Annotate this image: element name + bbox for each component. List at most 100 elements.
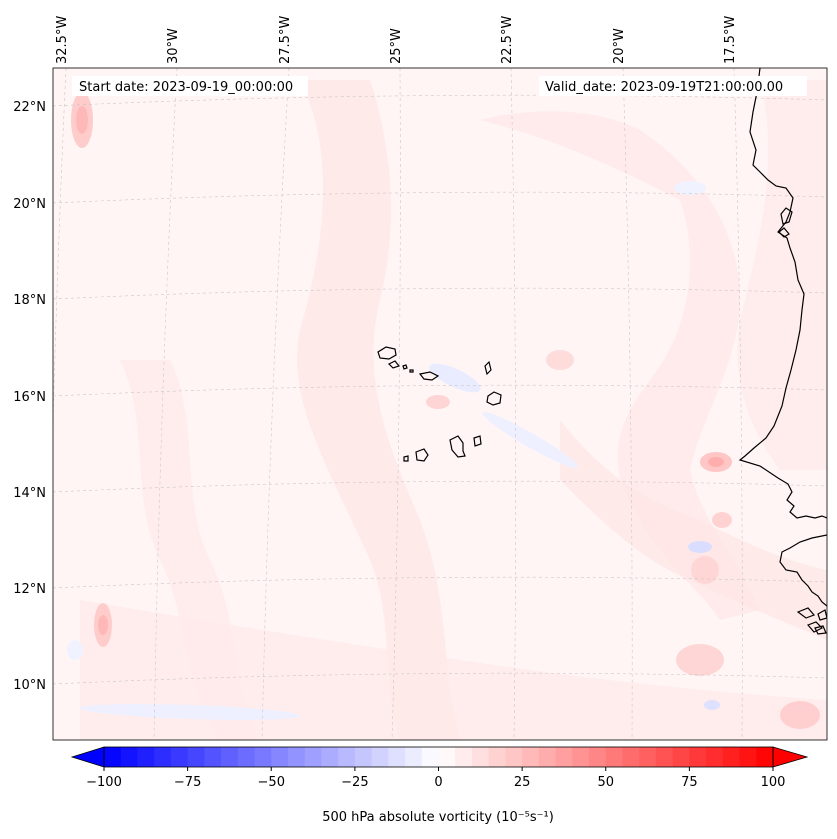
lat-label: 14°N xyxy=(13,486,46,501)
colorbar-segment xyxy=(354,747,373,767)
lat-label: 12°N xyxy=(13,582,46,597)
map-frame xyxy=(52,67,828,741)
colorbar-segment xyxy=(388,747,406,767)
lat-label: 20°N xyxy=(13,197,46,212)
parallel-line xyxy=(53,287,827,300)
colorbar-tick-label: 50 xyxy=(597,775,614,790)
colorbar-segment xyxy=(154,747,172,767)
vorticity-field-patches xyxy=(67,80,827,740)
colorbar-label: 500 hPa absolute vorticity (10⁻⁵s⁻¹) xyxy=(322,810,554,825)
colorbar-segment xyxy=(287,747,306,767)
lon-label: 20°W xyxy=(612,28,627,64)
meridian-line xyxy=(510,68,516,740)
colorbar-segment xyxy=(237,747,256,767)
colorbar-segment xyxy=(204,747,222,767)
meridian-line xyxy=(53,68,67,434)
colorbar-segment xyxy=(471,747,490,767)
latitude-labels: 22°N 20°N 18°N 16°N 14°N 12°N 10°N xyxy=(13,100,46,693)
parallel-line xyxy=(53,384,827,397)
cape-verde-island xyxy=(409,369,414,373)
lat-label: 18°N xyxy=(13,293,46,308)
colorbar-extend-high xyxy=(772,746,809,768)
colorbar-tick-label: −100 xyxy=(86,775,122,790)
cape-verde-island xyxy=(377,346,397,360)
vorticity-cell xyxy=(676,644,724,676)
vorticity-cell xyxy=(76,106,88,134)
lat-label: 16°N xyxy=(13,390,46,405)
colorbar-segment xyxy=(538,747,557,767)
longitude-labels: 32.5°W 30°W 27.5°W 25°W 22.5°W 20°W 17.5… xyxy=(55,16,738,64)
colorbar-segment xyxy=(488,747,506,767)
colorbar-tick-label: −75 xyxy=(174,775,201,790)
negative-vorticity-cell xyxy=(704,700,720,710)
colorbar-segment xyxy=(622,747,640,767)
gridlines xyxy=(53,68,827,740)
colorbar-segment xyxy=(371,747,389,767)
colorbar-segment xyxy=(271,747,289,767)
colorbar-tick-label: −50 xyxy=(258,775,285,790)
cape-verde-island xyxy=(484,360,492,376)
meridian-line xyxy=(261,68,290,740)
colorbar-segment xyxy=(706,747,724,767)
colorbar-segments xyxy=(104,747,774,767)
cape-verde-island xyxy=(449,435,466,458)
colorbar-segment xyxy=(639,747,657,767)
lat-label: 22°N xyxy=(13,100,46,115)
map-panel: Start date: 2023-09-19_00:00:00 Valid_da… xyxy=(13,16,828,741)
meridian-line xyxy=(622,68,633,740)
colorbar-segment xyxy=(689,747,707,767)
vorticity-cell xyxy=(712,512,732,528)
vorticity-band xyxy=(737,80,827,470)
colorbar-segment xyxy=(321,747,339,767)
lon-label: 32.5°W xyxy=(55,16,70,64)
colorbar-extend-low xyxy=(70,746,105,768)
valid-date-box xyxy=(539,76,807,96)
coastal-island xyxy=(817,609,827,621)
vorticity-cell xyxy=(98,615,108,635)
lon-label: 17.5°W xyxy=(723,16,738,64)
colorbar-segment xyxy=(137,747,155,767)
colorbar-ticks: −100 −75 −50 −25 0 25 50 75 100 xyxy=(86,767,785,790)
coastal-island xyxy=(806,621,824,633)
colorbar-segment xyxy=(170,747,189,767)
colorbar-tick-label: 75 xyxy=(681,775,698,790)
cape-verde-island xyxy=(402,364,408,370)
meridian-line xyxy=(733,68,743,740)
lat-label: 10°N xyxy=(13,678,46,693)
negative-vorticity-cell xyxy=(80,704,300,720)
cape-verde-island xyxy=(387,360,401,369)
lon-label: 25°W xyxy=(389,28,404,64)
cape-verde-island xyxy=(403,455,409,462)
negative-vorticity-cell xyxy=(67,640,83,660)
colorbar-segment xyxy=(304,747,322,767)
colorbar-segment xyxy=(605,747,623,767)
colorbar-segment xyxy=(104,747,122,767)
cape-verde-island xyxy=(473,435,482,447)
start-date-box xyxy=(72,76,308,96)
meridian-line xyxy=(153,68,178,740)
vorticity-band xyxy=(297,80,460,740)
colorbar-segment xyxy=(522,747,540,767)
parallel-line xyxy=(53,480,827,493)
colorbar-segment xyxy=(421,747,439,767)
vorticity-cell xyxy=(546,350,574,370)
colorbar-segment xyxy=(405,747,423,767)
colorbar-segment xyxy=(187,747,205,767)
cape-verde-island xyxy=(486,391,502,406)
colorbar-tick-label: 0 xyxy=(434,775,442,790)
vorticity-band xyxy=(80,600,827,740)
lon-label: 22.5°W xyxy=(500,16,515,64)
colorbar-segment xyxy=(555,747,573,767)
colorbar-segment xyxy=(438,747,456,767)
vorticity-band xyxy=(480,111,760,621)
coastal-island xyxy=(778,227,790,238)
valid-date-label: Valid_date: 2023-09-19T21:00:00.00 xyxy=(545,80,783,95)
colorbar-segment xyxy=(120,747,138,767)
west-africa-coastline xyxy=(738,68,827,519)
negative-vorticity-cell xyxy=(688,541,712,553)
coastal-island xyxy=(780,207,793,225)
vorticity-cell xyxy=(691,556,719,584)
coastal-island xyxy=(814,625,827,635)
colorbar-segment xyxy=(221,747,239,767)
